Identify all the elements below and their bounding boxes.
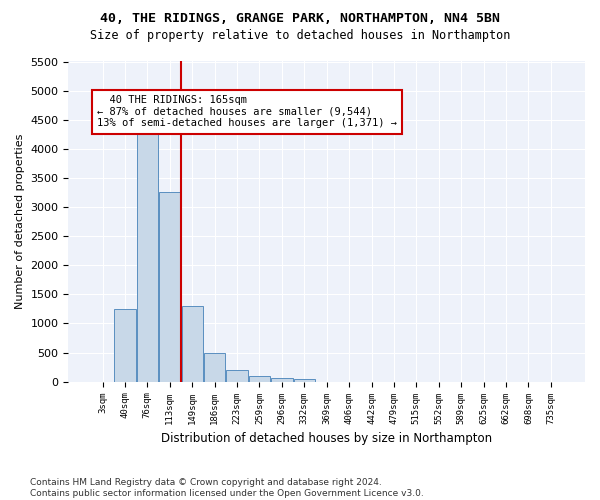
Text: Contains HM Land Registry data © Crown copyright and database right 2024.
Contai: Contains HM Land Registry data © Crown c…: [30, 478, 424, 498]
X-axis label: Distribution of detached houses by size in Northampton: Distribution of detached houses by size …: [161, 432, 492, 445]
Bar: [226, 370, 248, 382]
Bar: [182, 306, 203, 382]
Bar: [137, 132, 158, 382]
Text: Size of property relative to detached houses in Northampton: Size of property relative to detached ho…: [90, 29, 510, 42]
Bar: [271, 378, 293, 382]
Text: 40 THE RIDINGS: 165sqm
← 87% of detached houses are smaller (9,544)
13% of semi-: 40 THE RIDINGS: 165sqm ← 87% of detached…: [97, 95, 397, 128]
Y-axis label: Number of detached properties: Number of detached properties: [15, 134, 25, 310]
Bar: [204, 352, 225, 382]
Text: 40, THE RIDINGS, GRANGE PARK, NORTHAMPTON, NN4 5BN: 40, THE RIDINGS, GRANGE PARK, NORTHAMPTO…: [100, 12, 500, 26]
Bar: [159, 192, 181, 382]
Bar: [293, 379, 315, 382]
Bar: [249, 376, 270, 382]
Bar: [115, 309, 136, 382]
